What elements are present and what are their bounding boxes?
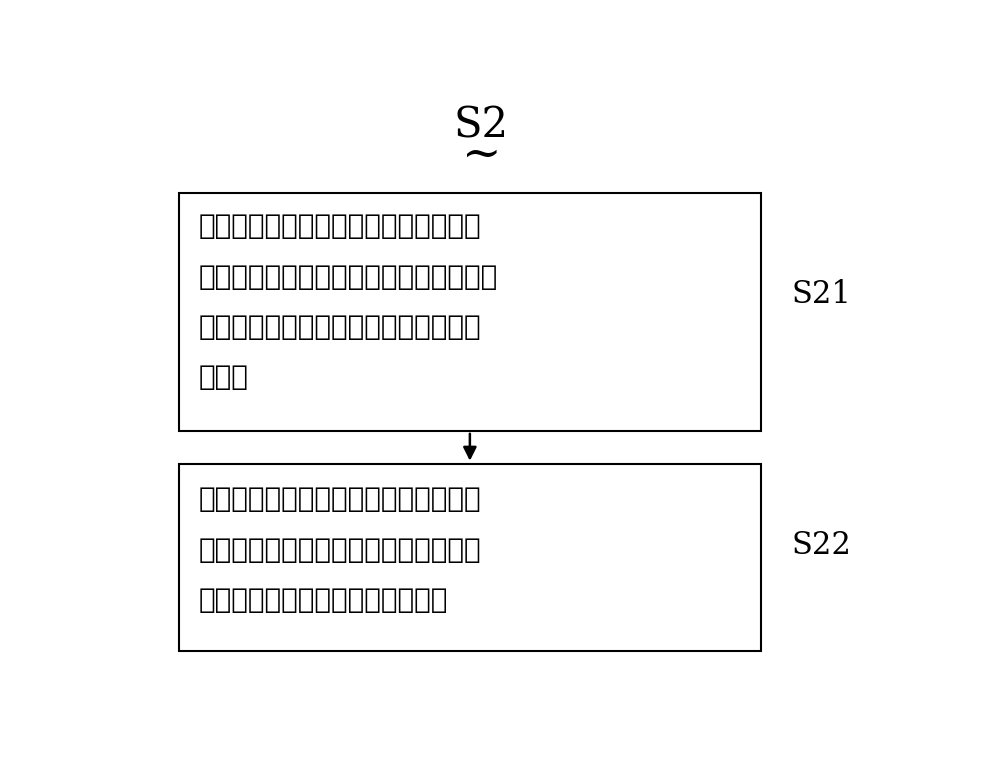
Text: 像分别作为当前参考图像及当前帧图像，: 像分别作为当前参考图像及当前帧图像， xyxy=(199,263,498,291)
Text: S21: S21 xyxy=(792,279,851,310)
Text: 预处理: 预处理 xyxy=(199,363,248,392)
Text: ~: ~ xyxy=(462,132,501,177)
Bar xyxy=(179,194,761,431)
Text: 对当前参考图像及当前帧图像进行去噪: 对当前参考图像及当前帧图像进行去噪 xyxy=(199,313,481,341)
Text: 以及相邻帧之间的相关性，计算获得当: 以及相邻帧之间的相关性，计算获得当 xyxy=(199,536,481,564)
Text: S2: S2 xyxy=(454,104,509,146)
Text: 基于光流法利用图像在时间域上的变化: 基于光流法利用图像在时间域上的变化 xyxy=(199,485,481,513)
Text: 前帧图像中图像像素点的运动信息: 前帧图像中图像像素点的运动信息 xyxy=(199,586,448,614)
Bar xyxy=(179,463,761,651)
Text: S22: S22 xyxy=(792,530,851,561)
Text: 将人体运动视频流中依次获取的两帧图: 将人体运动视频流中依次获取的两帧图 xyxy=(199,212,481,240)
